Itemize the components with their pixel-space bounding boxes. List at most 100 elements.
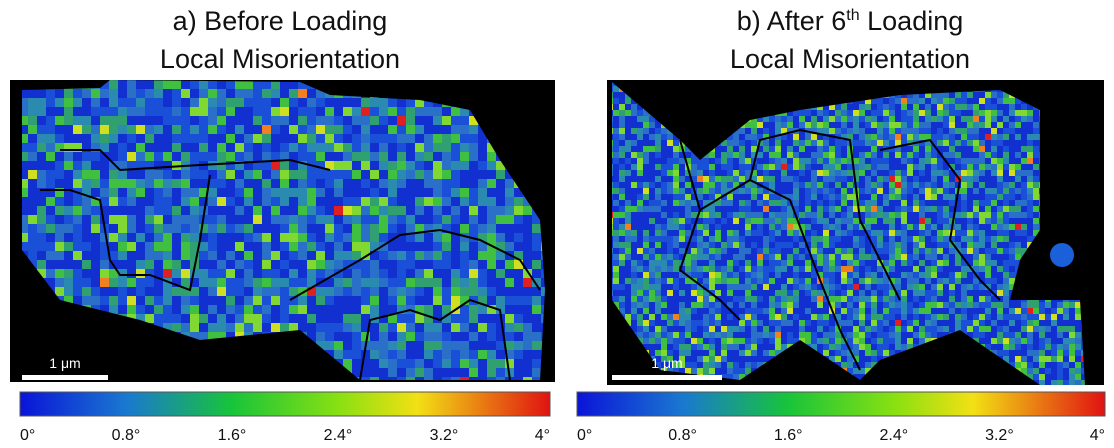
map-pixel bbox=[937, 140, 943, 146]
map-pixel bbox=[127, 224, 136, 233]
map-pixel bbox=[619, 128, 625, 134]
map-pixel bbox=[307, 260, 316, 269]
map-pixel bbox=[460, 359, 469, 368]
map-pixel bbox=[388, 215, 397, 224]
map-pixel bbox=[505, 332, 514, 341]
map-pixel bbox=[532, 314, 541, 323]
map-pixel bbox=[388, 179, 397, 188]
map-pixel bbox=[406, 314, 415, 323]
map-pixel bbox=[136, 89, 145, 98]
map-pixel bbox=[787, 272, 793, 278]
map-pixel bbox=[226, 116, 235, 125]
map-pixel bbox=[190, 170, 199, 179]
map-pixel bbox=[751, 122, 757, 128]
map-pixel bbox=[1021, 164, 1027, 170]
map-pixel bbox=[163, 143, 172, 152]
map-pixel bbox=[985, 200, 991, 206]
map-pixel bbox=[949, 146, 955, 152]
map-pixel bbox=[949, 254, 955, 260]
map-pixel bbox=[298, 116, 307, 125]
map-pixel bbox=[226, 134, 235, 143]
map-pixel bbox=[751, 242, 757, 248]
map-pixel bbox=[649, 224, 655, 230]
map-pixel bbox=[763, 206, 769, 212]
map-pixel bbox=[1009, 116, 1015, 122]
map-pixel bbox=[487, 323, 496, 332]
map-pixel bbox=[1009, 218, 1015, 224]
map-pixel bbox=[64, 170, 73, 179]
map-pixel bbox=[757, 212, 763, 218]
map-pixel bbox=[871, 104, 877, 110]
map-pixel bbox=[811, 134, 817, 140]
map-pixel bbox=[793, 122, 799, 128]
map-pixel bbox=[805, 164, 811, 170]
map-pixel bbox=[379, 278, 388, 287]
map-pixel bbox=[631, 242, 637, 248]
map-pixel bbox=[253, 242, 262, 251]
map-pixel bbox=[451, 197, 460, 206]
map-pixel bbox=[787, 212, 793, 218]
map-pixel bbox=[235, 188, 244, 197]
map-pixel bbox=[955, 272, 961, 278]
map-pixel bbox=[280, 161, 289, 170]
map-pixel bbox=[655, 260, 661, 266]
map-pixel bbox=[859, 230, 865, 236]
map-pixel bbox=[208, 80, 217, 89]
map-pixel bbox=[1015, 152, 1021, 158]
map-pixel bbox=[661, 218, 667, 224]
map-pixel bbox=[823, 122, 829, 128]
map-pixel bbox=[865, 122, 871, 128]
map-pixel bbox=[127, 152, 136, 161]
map-pixel bbox=[655, 170, 661, 176]
map-pixel bbox=[253, 116, 262, 125]
map-pixel bbox=[865, 260, 871, 266]
map-pixel bbox=[127, 170, 136, 179]
map-pixel bbox=[991, 104, 997, 110]
map-pixel bbox=[925, 122, 931, 128]
map-pixel bbox=[613, 194, 619, 200]
map-pixel bbox=[1015, 206, 1021, 212]
map-pixel bbox=[871, 152, 877, 158]
map-pixel bbox=[226, 278, 235, 287]
map-pixel bbox=[217, 314, 226, 323]
map-pixel bbox=[871, 230, 877, 236]
map-pixel bbox=[442, 107, 451, 116]
map-pixel bbox=[505, 224, 514, 233]
map-pixel bbox=[1015, 248, 1021, 254]
map-pixel bbox=[469, 224, 478, 233]
map-pixel bbox=[961, 272, 967, 278]
map-pixel bbox=[703, 254, 709, 260]
map-pixel bbox=[967, 272, 973, 278]
map-pixel bbox=[769, 266, 775, 272]
map-pixel bbox=[979, 152, 985, 158]
map-pixel bbox=[64, 98, 73, 107]
map-pixel bbox=[763, 176, 769, 182]
map-pixel bbox=[397, 143, 406, 152]
map-pixel bbox=[847, 272, 853, 278]
map-pixel bbox=[931, 128, 937, 134]
map-pixel bbox=[370, 260, 379, 269]
map-pixel bbox=[781, 170, 787, 176]
map-pixel bbox=[709, 188, 715, 194]
map-pixel bbox=[217, 188, 226, 197]
map-pixel bbox=[985, 254, 991, 260]
map-pixel bbox=[775, 224, 781, 230]
map-pixel bbox=[949, 194, 955, 200]
map-pixel bbox=[424, 143, 433, 152]
map-pixel bbox=[817, 206, 823, 212]
map-pixel bbox=[865, 140, 871, 146]
map-pixel bbox=[1015, 254, 1021, 260]
map-pixel bbox=[829, 110, 835, 116]
map-pixel bbox=[643, 212, 649, 218]
map-pixel bbox=[661, 284, 667, 290]
map-pixel bbox=[715, 218, 721, 224]
map-pixel bbox=[889, 260, 895, 266]
map-pixel bbox=[28, 152, 37, 161]
map-pixel bbox=[847, 194, 853, 200]
map-pixel bbox=[1009, 134, 1015, 140]
map-pixel bbox=[763, 266, 769, 272]
map-pixel bbox=[460, 251, 469, 260]
map-pixel bbox=[613, 188, 619, 194]
map-pixel bbox=[931, 152, 937, 158]
map-pixel bbox=[397, 206, 406, 215]
